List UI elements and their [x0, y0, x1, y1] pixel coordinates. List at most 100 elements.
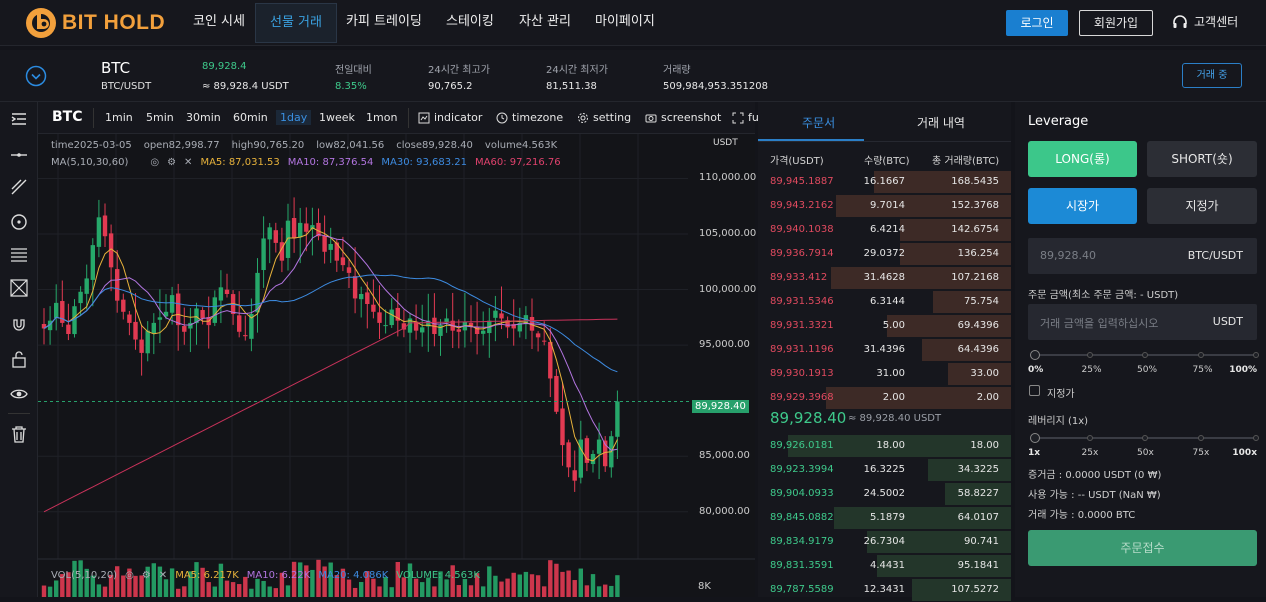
trash-icon[interactable]	[9, 424, 29, 444]
submit-order-button[interactable]: 주문접수	[1028, 530, 1257, 566]
slider-stop[interactable]	[1197, 435, 1204, 441]
ask-row[interactable]: 89,936.7914 29.0372 136.254	[758, 242, 1011, 266]
close-icon[interactable]: ✕	[158, 570, 168, 581]
ask-row[interactable]: 89,931.3321 5.00 69.4396	[758, 314, 1011, 338]
bid-row[interactable]: 89,845.0882 5.1879 64.0107	[758, 506, 1011, 530]
ask-row[interactable]: 89,945.1887 16.1667 168.5435	[758, 170, 1011, 194]
price-input[interactable]: 89,928.40 BTC/USDT	[1028, 238, 1257, 274]
slider-stop[interactable]	[1253, 352, 1259, 358]
horizontal-line-icon[interactable]	[9, 145, 29, 165]
slider-stop[interactable]	[1086, 352, 1093, 358]
ask-row[interactable]: 89,931.5346 6.3144 75.754	[758, 290, 1011, 314]
candle-body	[47, 320, 53, 331]
logo[interactable]: BIT HOLD	[24, 6, 165, 40]
timezone-button[interactable]: timezone	[496, 111, 563, 124]
amount-input[interactable]: 거래 금액을 입력하십시오 USDT	[1028, 304, 1257, 340]
limit-order-button[interactable]: 지정가	[1147, 188, 1257, 224]
nav-copy-trading[interactable]: 카피 트레이딩	[346, 14, 422, 29]
magnet-icon[interactable]	[9, 316, 29, 336]
ask-row[interactable]: 89,929.3968 2.00 2.00	[758, 386, 1011, 410]
nav-staking[interactable]: 스테이킹	[446, 14, 494, 29]
slider-stop[interactable]	[1197, 352, 1204, 358]
candle-body	[328, 244, 333, 250]
trend-line-icon[interactable]	[9, 177, 29, 197]
volume-bar	[54, 580, 59, 597]
leverage-label: 레버리지 (1x)	[1028, 416, 1089, 427]
slider-stop[interactable]	[1142, 352, 1148, 358]
signup-button[interactable]: 회원가입	[1079, 10, 1153, 36]
indicator-button[interactable]: indicator	[418, 111, 482, 124]
candle-body	[133, 321, 138, 340]
nav-mypage[interactable]: 마이페이지	[595, 14, 655, 29]
volume-bar	[255, 578, 260, 597]
tf-1min[interactable]: 1min	[105, 111, 133, 124]
bid-row[interactable]: 89,787.5589 12.3431 107.5272	[758, 578, 1011, 602]
bid-row[interactable]: 89,834.9179 26.7304 90.741	[758, 530, 1011, 554]
bid-row[interactable]: 89,923.3994 16.3225 34.3225	[758, 458, 1011, 482]
ask-row[interactable]: 89,931.1196 31.4396 64.4396	[758, 338, 1011, 362]
bid-row[interactable]: 89,926.0181 18.00 18.00	[758, 434, 1011, 458]
eye-off-icon[interactable]: ◎	[150, 157, 160, 168]
tf-1day[interactable]: 1day	[276, 110, 312, 125]
tf-1mon[interactable]: 1mon	[366, 111, 398, 124]
tf-5min[interactable]: 5min	[146, 111, 174, 124]
volume-bar	[230, 582, 236, 597]
ask-row[interactable]: 89,943.2162 9.7014 152.3768	[758, 194, 1011, 218]
eye-icon[interactable]	[9, 384, 29, 404]
gear-icon[interactable]: ⚙	[167, 157, 177, 168]
slider-stop[interactable]	[1030, 433, 1040, 443]
tab-orderbook[interactable]: 주문서	[802, 116, 836, 130]
market-order-button[interactable]: 시장가	[1028, 188, 1137, 224]
volume-bar	[505, 578, 510, 597]
long-button[interactable]: LONG(롱)	[1028, 141, 1137, 177]
chart-canvas[interactable]	[38, 134, 755, 597]
price-unit: BTC/USDT	[1187, 249, 1243, 262]
screenshot-button[interactable]: screenshot	[645, 111, 721, 124]
ask-qty: 16.1667	[863, 176, 905, 187]
slider-stop[interactable]	[1253, 435, 1259, 441]
candle-body	[60, 301, 65, 323]
login-button[interactable]: 로그인	[1006, 10, 1068, 36]
support-link[interactable]: 고객센터	[1172, 13, 1238, 30]
candle-body	[90, 245, 95, 280]
logo-icon	[26, 8, 56, 38]
ask-row[interactable]: 89,940.1038 6.4214 142.6754	[758, 218, 1011, 242]
nav-coin-market[interactable]: 코인 시세	[193, 14, 245, 29]
ask-row[interactable]: 89,930.1913 31.00 33.00	[758, 362, 1011, 386]
bid-total: 34.3225	[957, 464, 999, 475]
tab-trade-history[interactable]: 거래 내역	[917, 116, 965, 130]
tf-30min[interactable]: 30min	[186, 111, 221, 124]
chevron-down-icon[interactable]	[25, 65, 47, 87]
slider-stop[interactable]	[1030, 350, 1040, 360]
tf-60min[interactable]: 60min	[233, 111, 268, 124]
slider-stop[interactable]	[1142, 435, 1148, 441]
fibonacci-icon[interactable]	[9, 245, 29, 265]
slider-label: 100x	[1232, 448, 1257, 458]
lock-icon[interactable]	[9, 349, 29, 369]
tf-1week[interactable]: 1week	[319, 111, 355, 124]
nav-asset[interactable]: 자산 관리	[519, 14, 571, 29]
percent-slider[interactable]: 0% 25% 50% 75% 100%	[1028, 349, 1259, 379]
close-icon[interactable]: ✕	[184, 157, 193, 168]
pattern-icon[interactable]	[9, 278, 29, 298]
eye-off-icon[interactable]: ◎	[125, 570, 134, 581]
trading-button[interactable]: 거래 중	[1182, 63, 1242, 88]
bid-row[interactable]: 89,831.3591 4.4431 95.1841	[758, 554, 1011, 578]
col-qty: 수량(BTC)	[864, 156, 910, 167]
gear-icon[interactable]: ⚙	[141, 570, 151, 581]
candle-body	[383, 325, 388, 327]
bid-row[interactable]: 89,904.0933 24.5002 58.8227	[758, 482, 1011, 506]
slider-stop[interactable]	[1086, 435, 1093, 441]
nav-futures[interactable]: 선물 거래	[255, 3, 337, 43]
ohlc-legend: time2025-03-05 open82,998.77 high90,765.…	[51, 140, 557, 151]
ma10-value: MA10: 87,376.54	[287, 157, 374, 168]
fullscreen-button[interactable]: fu	[732, 111, 759, 124]
kline-chart[interactable]: time2025-03-05 open82,998.77 high90,765.…	[38, 134, 756, 597]
short-button[interactable]: SHORT(숏)	[1147, 141, 1257, 177]
designated-checkbox[interactable]	[1029, 385, 1040, 396]
circle-target-icon[interactable]	[9, 212, 29, 232]
ask-row[interactable]: 89,933.412 31.4628 107.2168	[758, 266, 1011, 290]
setting-button[interactable]: setting	[577, 111, 631, 124]
leverage-slider[interactable]: 1x 25x 50x 75x 100x	[1028, 432, 1259, 462]
menu-icon[interactable]	[9, 109, 29, 129]
